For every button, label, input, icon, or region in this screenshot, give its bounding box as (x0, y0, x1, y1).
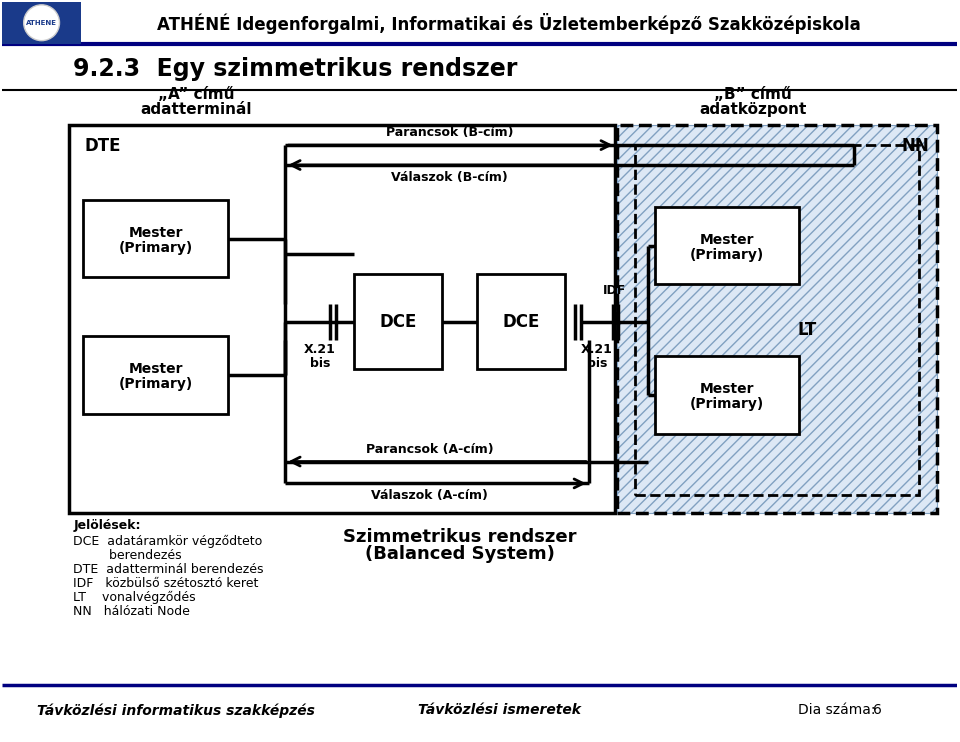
Text: Mester: Mester (129, 362, 182, 376)
Text: LT: LT (797, 321, 816, 339)
Bar (635, 145, 920, 496)
Text: „B” című: „B” című (714, 88, 792, 102)
Bar (616, 125, 937, 513)
Text: LT    vonalvégződés: LT vonalvégződés (73, 591, 196, 604)
Text: Válaszok (B-cím): Válaszok (B-cím) (391, 171, 508, 184)
Bar (477, 275, 565, 369)
Text: X.21: X.21 (304, 343, 336, 356)
Text: DCE: DCE (379, 312, 417, 331)
Bar (84, 200, 228, 278)
Text: Parancsok (A-cím): Parancsok (A-cím) (366, 442, 493, 456)
Text: Távközlési informatikus szakképzés: Távközlési informatikus szakképzés (37, 703, 315, 718)
Text: IDF: IDF (603, 284, 626, 297)
Text: Válaszok (A-cím): Válaszok (A-cím) (372, 490, 488, 502)
Text: (Balanced System): (Balanced System) (365, 545, 555, 563)
Bar (84, 336, 228, 414)
Text: DTE  adatterminál berendezés: DTE adatterminál berendezés (73, 563, 264, 576)
Bar (655, 356, 799, 433)
Text: Mester: Mester (700, 382, 754, 396)
Bar (655, 207, 799, 284)
Text: (Primary): (Primary) (689, 248, 764, 262)
Text: DCE: DCE (502, 312, 540, 331)
Circle shape (24, 5, 60, 41)
Text: bis: bis (587, 357, 607, 370)
Text: Jelölések:: Jelölések: (73, 519, 141, 532)
Bar (354, 275, 442, 369)
Text: Parancsok (B-cím): Parancsok (B-cím) (386, 126, 514, 139)
Text: NN   hálózati Node: NN hálózati Node (73, 605, 190, 618)
Text: DTE: DTE (84, 137, 121, 155)
Text: adatközpont: adatközpont (699, 102, 806, 117)
Text: 6: 6 (873, 703, 882, 718)
Bar (69, 125, 614, 513)
Bar (616, 125, 937, 513)
Text: Távközlési ismeretek: Távközlési ismeretek (418, 703, 581, 718)
Text: 9.2.3  Egy szimmetrikus rendszer: 9.2.3 Egy szimmetrikus rendszer (73, 56, 517, 81)
Text: NN: NN (901, 137, 929, 155)
Text: DCE  adatáramkör végződteto: DCE adatáramkör végződteto (73, 535, 263, 548)
Text: X.21: X.21 (581, 343, 612, 356)
Text: (Primary): (Primary) (689, 397, 764, 411)
Text: Dia száma:: Dia száma: (798, 703, 876, 718)
Text: Szimmetrikus rendszer: Szimmetrikus rendszer (343, 528, 576, 546)
Text: ATHENE: ATHENE (26, 20, 57, 26)
Text: adatterminál: adatterminál (140, 102, 252, 117)
Text: berendezés: berendezés (73, 549, 182, 562)
Text: „A” című: „A” című (157, 88, 234, 102)
Text: (Primary): (Primary) (118, 377, 193, 391)
Text: Mester: Mester (129, 226, 182, 240)
Text: (Primary): (Primary) (118, 240, 193, 255)
Bar (2, 1, 82, 44)
Text: Mester: Mester (700, 233, 754, 246)
Text: ATHÉNÉ Idegenforgalmi, Informatikai és Üzletemberképző Szakközépiskola: ATHÉNÉ Idegenforgalmi, Informatikai és Ü… (157, 13, 861, 34)
Text: bis: bis (310, 357, 330, 370)
Bar (616, 125, 937, 513)
Text: IDF   közbülső szétosztó keret: IDF közbülső szétosztó keret (73, 577, 259, 590)
